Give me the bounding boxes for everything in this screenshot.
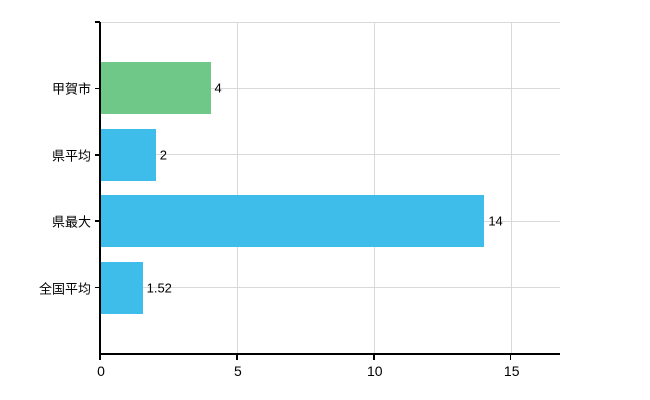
value-label: 4 — [214, 80, 222, 96]
gridline-horizontal — [100, 154, 560, 156]
value-label: 2 — [159, 147, 167, 163]
x-axis-tick-label: 0 — [97, 363, 105, 379]
gridline-vertical — [510, 22, 512, 354]
bar — [101, 62, 211, 115]
gridline-horizontal — [100, 21, 560, 23]
y-axis-tick — [95, 220, 100, 222]
bar — [101, 128, 156, 181]
gridline-horizontal — [100, 87, 560, 89]
gridline-horizontal — [100, 287, 560, 289]
x-axis-line — [100, 353, 560, 355]
x-axis-tick — [236, 354, 238, 360]
x-axis-tick — [509, 354, 512, 360]
y-axis-tick — [95, 286, 100, 289]
bar — [101, 195, 485, 248]
y-axis-line — [99, 22, 101, 355]
bar — [101, 261, 143, 314]
x-axis-tick — [99, 354, 101, 360]
x-axis-tick-label: 5 — [233, 363, 242, 379]
value-label: 14 — [488, 213, 503, 229]
x-axis-tick — [373, 354, 375, 360]
y-axis-tick — [95, 87, 100, 90]
x-axis-tick-label: 15 — [503, 363, 520, 379]
category-label: 県平均 — [51, 148, 91, 164]
gridline-vertical — [236, 22, 238, 354]
category-label: 全国平均 — [38, 281, 91, 297]
category-label: 甲賀市 — [51, 81, 91, 97]
value-label: 1.52 — [146, 280, 172, 296]
category-label: 県最大 — [51, 214, 91, 230]
x-axis-tick-label: 10 — [367, 363, 383, 379]
y-axis-tick — [95, 21, 100, 23]
y-axis-tick — [95, 154, 100, 156]
gridline-vertical — [373, 22, 375, 354]
